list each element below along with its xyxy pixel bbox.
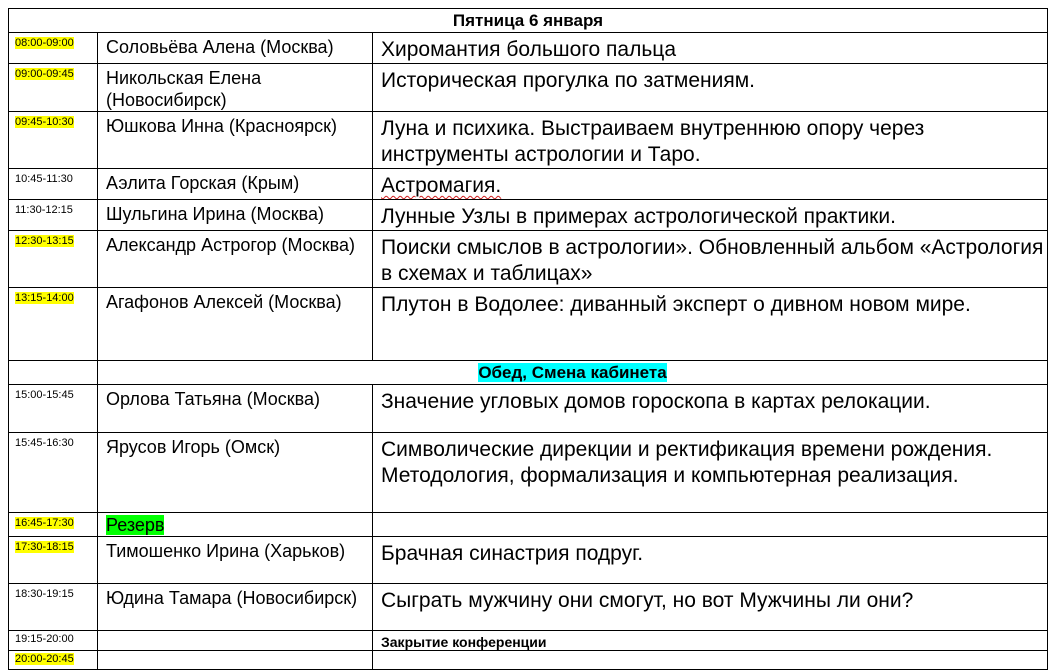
topic: Значение угловых домов гороскопа в карта… [372,384,1048,433]
table-row: 17:30-18:15 Тимошенко Ирина (Харьков) Бр… [8,536,1048,584]
table-row: 18:30-19:15 Юдина Тамара (Новосибирск) С… [8,583,1048,631]
table-row: 09:00-09:45 Никольская Елена (Новосибирс… [8,63,1048,112]
time-slot: 15:45-16:30 [8,432,98,513]
speaker: Шульгина Ирина (Москва) [97,199,373,231]
table-row: 15:45-16:30 Ярусов Игорь (Омск) Символич… [8,432,1048,513]
topic: Астромагия. [381,174,502,197]
speaker: Юдина Тамара (Новосибирск) [97,583,373,631]
speaker [97,650,373,670]
lunch-label: Обед, Смена кабинета [478,363,667,382]
table-row: 15:00-15:45 Орлова Татьяна (Москва) Знач… [8,384,1048,433]
time-slot: 11:30-12:15 [8,199,98,231]
topic: Хиромантия большого пальца [372,32,1048,64]
time-slot: 15:00-15:45 [8,384,98,433]
table-row: 13:15-14:00 Агафонов Алексей (Москва) Пл… [8,287,1048,361]
table-row: 11:30-12:15 Шульгина Ирина (Москва) Лунн… [8,199,1048,231]
table-row: 20:00-20:45 [8,650,1048,670]
schedule-table: Пятница 6 января 08:00-09:00 Соловьёва А… [8,8,1048,670]
table-row: 10:45-11:30 Аэлита Горская (Крым) Астром… [8,168,1048,200]
topic [372,650,1048,670]
speaker [97,630,373,651]
day-title: Пятница 6 января [8,8,1048,33]
speaker: Александр Астрогор (Москва) [97,230,373,288]
topic: Поиски смыслов в астрологии». Обновленны… [372,230,1048,288]
topic: Плутон в Водолее: диванный эксперт о див… [372,287,1048,361]
topic: Сыграть мужчину они смогут, но вот Мужчи… [372,583,1048,631]
table-row: 16:45-17:30 Резерв [8,512,1048,537]
time-slot: 19:15-20:00 [8,630,98,651]
reserve-label: Резерв [106,515,165,535]
time-slot: 09:00-09:45 [15,68,74,80]
time-slot: 10:45-11:30 [8,168,98,200]
speaker: Аэлита Горская (Крым) [97,168,373,200]
topic: Историческая прогулка по затмениям. [372,63,1048,112]
table-row: 09:45-10:30 Юшкова Инна (Красноярск) Лун… [8,111,1048,169]
time-slot: 17:30-18:15 [15,541,74,553]
time-slot: 18:30-19:15 [8,583,98,631]
table-row: 19:15-20:00 Закрытие конференции [8,630,1048,651]
topic: Брачная синастрия подруг. [372,536,1048,584]
speaker: Агафонов Алексей (Москва) [97,287,373,361]
title-row: Пятница 6 января [8,8,1048,33]
time-slot: 16:45-17:30 [15,517,74,529]
speaker: Юшкова Инна (Красноярск) [97,111,373,169]
time-slot: 12:30-13:15 [15,235,74,247]
speaker: Орлова Татьяна (Москва) [97,384,373,433]
time-slot: 20:00-20:45 [15,653,74,665]
topic [372,512,1048,537]
topic: Лунные Узлы в примерах астрологической п… [372,199,1048,231]
speaker: Ярусов Игорь (Омск) [97,432,373,513]
time-slot: 08:00-09:00 [15,37,74,49]
table-row: 12:30-13:15 Александр Астрогор (Москва) … [8,230,1048,288]
table-row: 08:00-09:00 Соловьёва Алена (Москва) Хир… [8,32,1048,64]
speaker: Соловьёва Алена (Москва) [97,32,373,64]
speaker: Тимошенко Ирина (Харьков) [97,536,373,584]
topic: Символические дирекции и ректификация вр… [372,432,1048,513]
topic: Луна и психика. Выстраиваем внутреннюю о… [372,111,1048,169]
speaker: Никольская Елена (Новосибирск) [97,63,373,112]
time-slot: 09:45-10:30 [15,116,74,128]
lunch-row: Обед, Смена кабинета [8,360,1048,385]
time-slot: 13:15-14:00 [15,292,74,304]
closing-label: Закрытие конференции [372,630,1048,651]
